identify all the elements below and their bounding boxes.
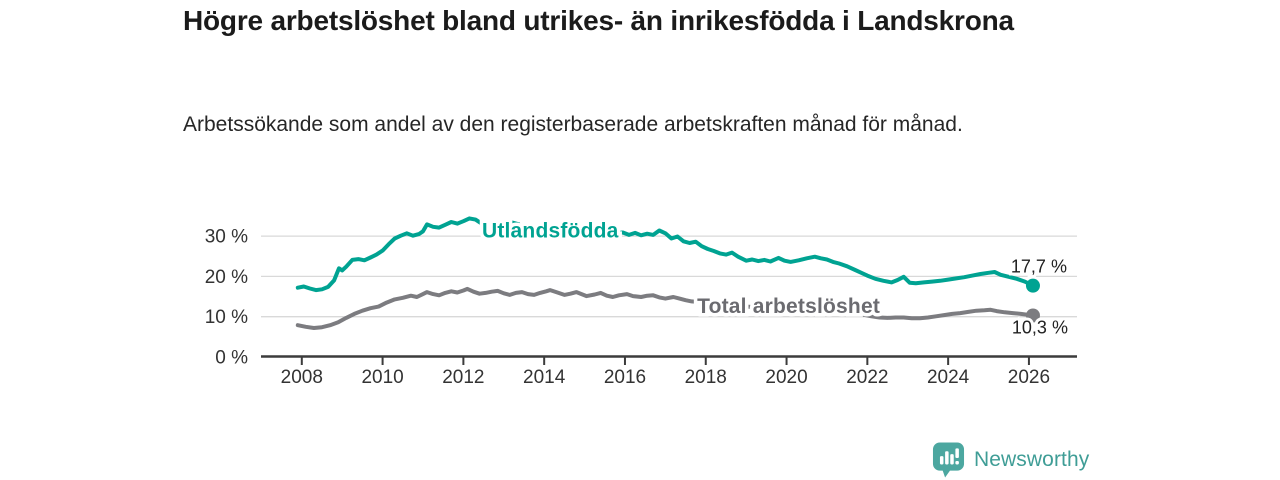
x-tick-label: 2026 xyxy=(1008,367,1050,388)
x-tick-label: 2020 xyxy=(765,367,807,388)
y-tick-label: 0 % xyxy=(215,348,248,369)
series-end-value-label-utlandsf-dda: 17,7 % xyxy=(1011,257,1067,277)
series-end-dot-utlandsf-dda xyxy=(1025,278,1040,293)
y-tick-label: 20 % xyxy=(205,267,248,288)
series-end-dot-total-arbetsl-shet xyxy=(1025,308,1040,323)
series-end-value-label-total-arbetsl-shet: 10,3 % xyxy=(1012,317,1068,337)
series-label-total-arbetsl-shet: Total arbetslöshet xyxy=(697,295,880,318)
y-tick-label: 10 % xyxy=(205,307,248,328)
x-tick-label: 2010 xyxy=(361,367,403,388)
y-tick-label: 30 % xyxy=(205,227,248,248)
series-label-utlandsf-dda: Utlandsfödda xyxy=(482,219,619,242)
brand-footer: Newsworthy xyxy=(932,441,1089,479)
x-tick-label: 2022 xyxy=(846,367,888,388)
x-tick-label: 2012 xyxy=(442,367,484,388)
series-line-total-arbetsl-shet xyxy=(295,286,1035,330)
x-tick-label: 2018 xyxy=(685,367,727,388)
x-tick-label: 2024 xyxy=(927,367,970,388)
x-tick-label: 2014 xyxy=(523,367,566,388)
series-line-utlandsf-dda xyxy=(295,216,1035,293)
x-tick-label: 2008 xyxy=(281,367,323,388)
bar-chart-glyph xyxy=(939,448,959,465)
x-tick-label: 2016 xyxy=(604,367,646,388)
brand-name: Newsworthy xyxy=(974,448,1090,471)
chart-subtitle: Arbetssökande som andel av den registerb… xyxy=(183,113,963,136)
chart-title: Högre arbetslöshet bland utrikes- än inr… xyxy=(183,5,1014,36)
newsworthy-bar-chart-bubble-icon xyxy=(932,442,965,478)
